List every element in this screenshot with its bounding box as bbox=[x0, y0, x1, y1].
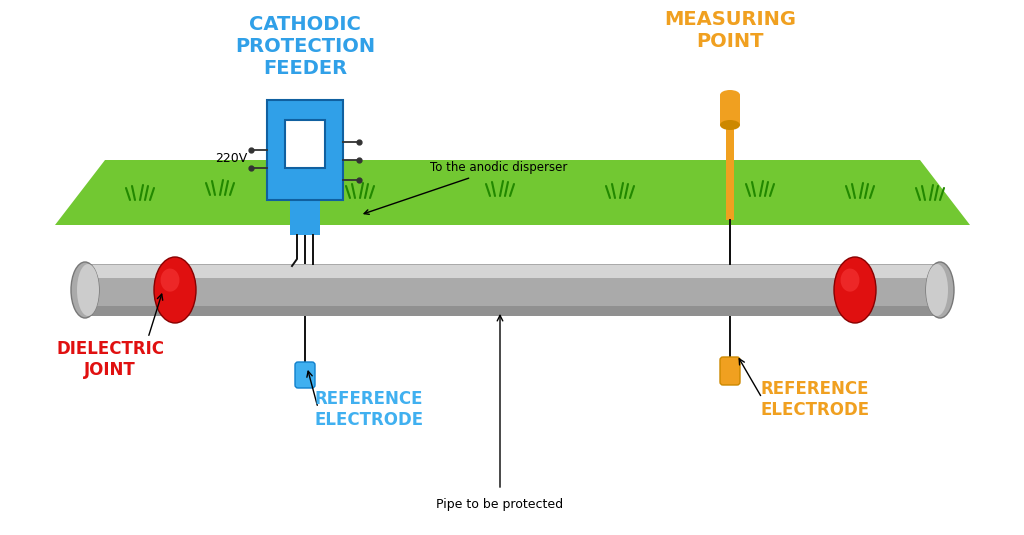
Ellipse shape bbox=[926, 264, 948, 316]
Ellipse shape bbox=[154, 257, 196, 323]
Text: To the anodic disperser: To the anodic disperser bbox=[365, 162, 567, 215]
Ellipse shape bbox=[71, 262, 99, 318]
Ellipse shape bbox=[834, 257, 876, 323]
Bar bbox=[285, 120, 325, 168]
Ellipse shape bbox=[926, 262, 954, 318]
FancyBboxPatch shape bbox=[720, 357, 740, 385]
Bar bbox=[720, 95, 740, 125]
FancyBboxPatch shape bbox=[295, 362, 315, 388]
Text: Pipe to be protected: Pipe to be protected bbox=[436, 498, 563, 511]
Polygon shape bbox=[55, 160, 970, 225]
Text: DIELECTRIC
JOINT: DIELECTRIC JOINT bbox=[56, 340, 164, 379]
Text: MEASURING
POINT: MEASURING POINT bbox=[664, 10, 796, 51]
Ellipse shape bbox=[841, 269, 859, 292]
Text: CATHODIC
PROTECTION
FEEDER: CATHODIC PROTECTION FEEDER bbox=[234, 15, 375, 78]
Text: 220V: 220V bbox=[215, 152, 247, 165]
Ellipse shape bbox=[720, 120, 740, 130]
Text: REFERENCE
ELECTRODE: REFERENCE ELECTRODE bbox=[760, 380, 869, 419]
Bar bbox=[85, 264, 940, 316]
FancyBboxPatch shape bbox=[267, 100, 343, 200]
Ellipse shape bbox=[77, 264, 99, 316]
Ellipse shape bbox=[720, 90, 740, 100]
Text: REFERENCE
ELECTRODE: REFERENCE ELECTRODE bbox=[315, 390, 424, 429]
Ellipse shape bbox=[161, 269, 179, 292]
Bar bbox=[290, 197, 319, 235]
Bar bbox=[85, 265, 940, 278]
Bar bbox=[85, 306, 940, 316]
Bar bbox=[726, 125, 734, 220]
